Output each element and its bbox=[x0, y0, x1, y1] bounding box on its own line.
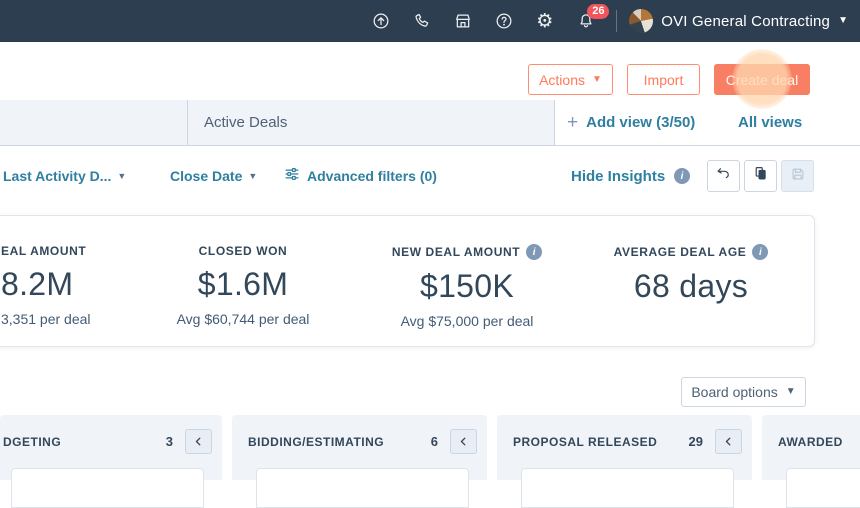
copy-icon bbox=[751, 164, 770, 188]
collapse-column-button[interactable] bbox=[715, 429, 742, 454]
advanced-filters-button[interactable]: Advanced filters (0) bbox=[283, 163, 437, 189]
deal-card[interactable] bbox=[786, 468, 860, 508]
save-view-button[interactable] bbox=[781, 160, 814, 192]
account-menu[interactable]: OVI General Contracting ▼ bbox=[629, 9, 848, 33]
filter-close-date[interactable]: Close Date ▼ bbox=[170, 163, 257, 189]
insights-panel: EAL AMOUNT 8.2M 3,351 per deal CLOSED WO… bbox=[0, 215, 815, 347]
column-bidding-estimating: BIDDING/ESTIMATING 6 bbox=[232, 415, 487, 508]
tab-previous-view[interactable] bbox=[0, 100, 188, 145]
metric-label: EAL AMOUNT bbox=[1, 244, 87, 258]
column-name: PROPOSAL RELEASED bbox=[513, 434, 658, 449]
top-navbar: ⚙ 26 OVI General Contracting ▼ bbox=[0, 0, 860, 42]
actions-button[interactable]: Actions ▼ bbox=[528, 64, 613, 95]
column-name: DGETING bbox=[3, 434, 62, 449]
chevron-down-icon: ▼ bbox=[838, 15, 848, 26]
all-views-label: All views bbox=[738, 114, 803, 131]
column-count: 29 bbox=[688, 434, 703, 449]
add-view-button[interactable]: + Add view (3/50) bbox=[567, 100, 695, 145]
account-name: OVI General Contracting bbox=[661, 12, 831, 30]
metric-label: NEW DEAL AMOUNT bbox=[391, 245, 521, 259]
hide-insights-label: Hide Insights bbox=[571, 167, 666, 185]
marketplace-icon[interactable] bbox=[442, 0, 483, 42]
deal-card[interactable] bbox=[521, 468, 734, 508]
metric-subtext: Avg $75,000 per deal bbox=[400, 313, 534, 329]
views-tab-bar: Active Deals + Add view (3/50) All views bbox=[0, 100, 860, 146]
undo-icon bbox=[714, 164, 733, 188]
metric-average-deal-age: AVERAGE DEAL AGE i 68 days bbox=[576, 244, 806, 313]
add-view-label: Add view (3/50) bbox=[586, 114, 696, 131]
navbar-icon-group: ⚙ 26 bbox=[360, 0, 610, 42]
import-button-label: Import bbox=[643, 71, 684, 88]
import-button[interactable]: Import bbox=[627, 64, 700, 95]
column-proposal-released: PROPOSAL RELEASED 29 bbox=[497, 415, 752, 508]
create-deal-button-label: Create deal bbox=[725, 71, 799, 88]
advanced-filters-label: Advanced filters (0) bbox=[307, 168, 437, 184]
insights-info-icon[interactable]: i bbox=[674, 163, 690, 189]
board-options-label: Board options bbox=[691, 384, 778, 400]
help-icon[interactable] bbox=[483, 0, 524, 42]
notification-badge: 26 bbox=[587, 4, 610, 19]
metric-label: AVERAGE DEAL AGE bbox=[613, 245, 747, 259]
save-icon bbox=[789, 165, 807, 188]
metric-deal-amount: EAL AMOUNT 8.2M 3,351 per deal bbox=[1, 244, 151, 327]
column-count: 6 bbox=[430, 434, 438, 449]
column-name: AWARDED bbox=[778, 434, 843, 449]
tab-active-deals-label: Active Deals bbox=[204, 114, 288, 131]
undo-button[interactable] bbox=[707, 160, 740, 192]
info-icon[interactable]: i bbox=[752, 244, 769, 260]
chevron-down-icon: ▼ bbox=[592, 73, 602, 85]
phone-icon[interactable] bbox=[401, 0, 442, 42]
account-avatar bbox=[629, 9, 654, 33]
metric-label: CLOSED WON bbox=[198, 244, 288, 258]
actions-button-label: Actions bbox=[539, 71, 585, 88]
deal-card[interactable] bbox=[11, 468, 204, 508]
clone-view-button[interactable] bbox=[744, 160, 777, 192]
column-name: BIDDING/ESTIMATING bbox=[248, 434, 385, 449]
upgrade-icon[interactable] bbox=[360, 0, 401, 42]
collapse-column-button[interactable] bbox=[450, 429, 477, 454]
metric-value: $1.6M bbox=[197, 266, 289, 302]
filter-last-activity-date-label: Last Activity D... bbox=[3, 168, 112, 184]
plus-icon: + bbox=[567, 112, 579, 133]
column-awarded: AWARDED bbox=[762, 415, 860, 508]
info-icon[interactable]: i bbox=[526, 244, 543, 260]
kanban-board: DGETING 3 BIDDING/ESTIMATING 6 PROPOSAL … bbox=[0, 415, 860, 508]
deal-card[interactable] bbox=[256, 468, 469, 508]
view-action-buttons bbox=[707, 160, 814, 192]
collapse-column-button[interactable] bbox=[185, 429, 212, 454]
tab-active-deals[interactable]: Active Deals bbox=[188, 100, 555, 145]
create-deal-button[interactable]: Create deal bbox=[714, 64, 810, 95]
sliders-icon bbox=[283, 165, 301, 188]
chevron-down-icon: ▼ bbox=[117, 170, 127, 181]
metric-subtext: 3,351 per deal bbox=[1, 311, 91, 327]
settings-icon[interactable]: ⚙ bbox=[536, 9, 554, 32]
chevron-down-icon: ▼ bbox=[785, 386, 796, 397]
hide-insights-toggle[interactable]: Hide Insights bbox=[571, 163, 665, 189]
metric-value: 8.2M bbox=[1, 266, 74, 302]
filter-close-date-label: Close Date bbox=[170, 168, 243, 184]
column-budgeting: DGETING 3 bbox=[0, 415, 222, 508]
metric-subtext: Avg $60,744 per deal bbox=[176, 311, 310, 327]
metric-new-deal-amount: NEW DEAL AMOUNT i $150K Avg $75,000 per … bbox=[352, 244, 582, 329]
notifications-bell-icon[interactable]: 26 bbox=[565, 0, 610, 42]
filter-last-activity-date[interactable]: Last Activity D... ▼ bbox=[3, 163, 126, 189]
board-options-button[interactable]: Board options ▼ bbox=[681, 377, 806, 407]
metric-closed-won: CLOSED WON $1.6M Avg $60,744 per deal bbox=[128, 244, 358, 327]
all-views-link[interactable]: All views bbox=[738, 100, 802, 145]
chevron-down-icon: ▼ bbox=[248, 170, 258, 181]
metric-value: 68 days bbox=[633, 268, 749, 304]
navbar-divider bbox=[616, 10, 618, 32]
column-count: 3 bbox=[165, 434, 173, 449]
metric-value: $150K bbox=[419, 268, 515, 304]
